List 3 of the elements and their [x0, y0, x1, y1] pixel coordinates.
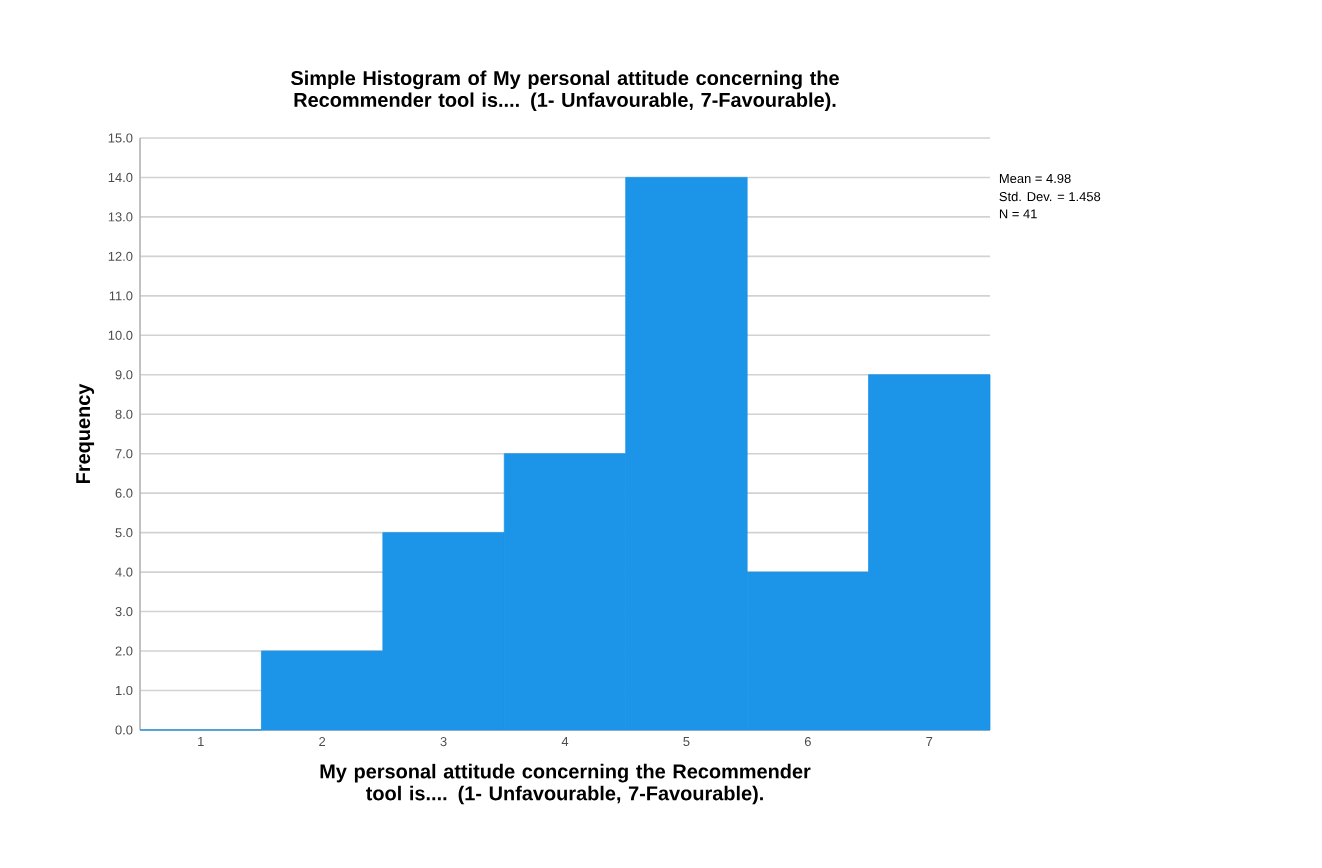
y-axis-title: Frequency	[76, 383, 95, 484]
chart-title: Simple Histogram of My personal attitude concerning the Recommender tool is.... (1- Unfavourable, 7-Favourable).	[291, 70, 839, 111]
x-axis-title: My personal attitude concerning the Recommender tool is.... (1- Unfavourable, 7-Favourable).	[320, 763, 811, 805]
